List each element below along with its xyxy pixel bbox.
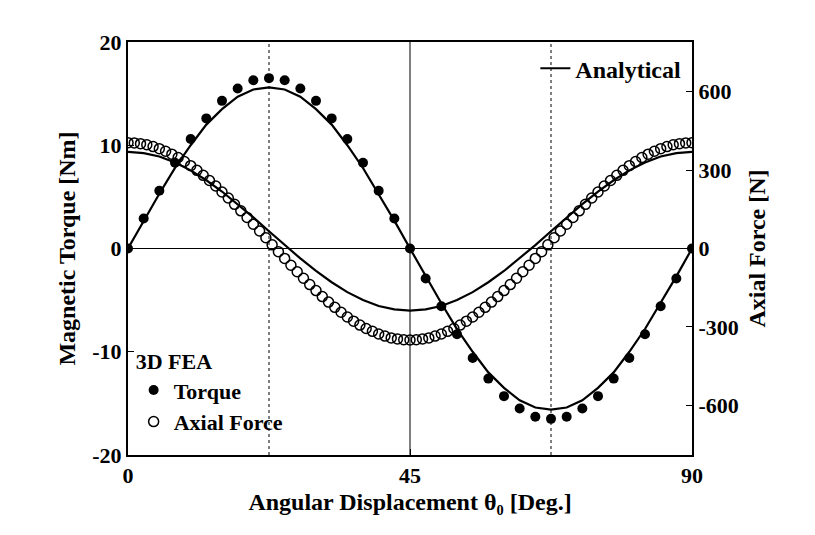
svg-text:Axial Force [N]: Axial Force [N] <box>744 169 770 327</box>
svg-text:-300: -300 <box>698 315 738 340</box>
svg-text:-10: -10 <box>92 339 121 364</box>
svg-text:Analytical: Analytical <box>575 57 681 83</box>
svg-text:Torque: Torque <box>174 379 241 404</box>
svg-text:300: 300 <box>698 158 731 183</box>
svg-text:Magnetic Torque [Nm]: Magnetic Torque [Nm] <box>54 131 80 365</box>
svg-text:-20: -20 <box>92 443 121 468</box>
svg-text:-600: -600 <box>698 393 738 418</box>
svg-text:10: 10 <box>100 133 122 158</box>
svg-text:90: 90 <box>681 463 703 488</box>
svg-text:0: 0 <box>111 236 122 261</box>
svg-text:600: 600 <box>698 79 731 104</box>
svg-text:0: 0 <box>123 463 134 488</box>
svg-text:Angular Displacement θ₀ [Deg.]: Angular Displacement θ₀ [Deg.] <box>248 489 571 515</box>
svg-text:3D FEA: 3D FEA <box>136 349 213 374</box>
svg-text:0: 0 <box>698 236 709 261</box>
svg-text:Axial Force: Axial Force <box>174 410 283 435</box>
svg-text:20: 20 <box>100 30 122 55</box>
svg-text:45: 45 <box>399 463 421 488</box>
